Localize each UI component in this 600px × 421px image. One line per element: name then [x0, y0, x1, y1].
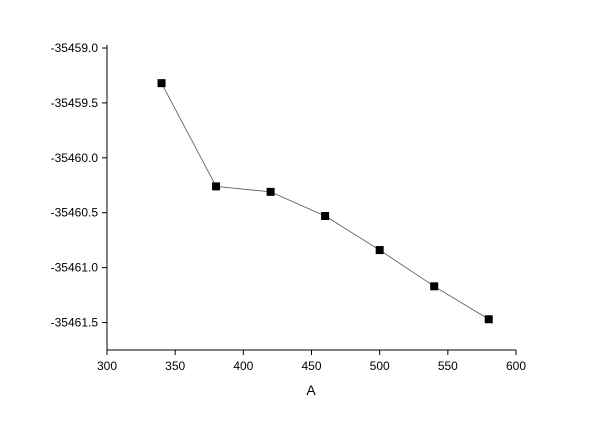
y-tick-label: -35459.5 [51, 96, 99, 110]
y-tick-label: -35461.0 [51, 261, 99, 275]
y-tick-label: -35461.5 [51, 316, 99, 330]
line [161, 82, 489, 320]
x-tick-label: 600 [506, 359, 526, 373]
y-tick-label: -35460.5 [51, 206, 99, 220]
marker [157, 79, 166, 88]
marker [266, 187, 275, 196]
x-tick-label: 550 [438, 359, 458, 373]
marker [212, 182, 221, 191]
x-tick-label: 400 [233, 359, 253, 373]
x-tick-label: 500 [370, 359, 390, 373]
y-tick-label: -35459.0 [51, 41, 99, 55]
marker [321, 212, 330, 221]
x-tick-label: 300 [97, 359, 117, 373]
marker [484, 315, 493, 324]
marker [430, 282, 439, 291]
x-tick-label: 450 [301, 359, 321, 373]
y-tick-label: -35460.0 [51, 151, 99, 165]
marker [375, 246, 384, 255]
x-tick-label: 350 [165, 359, 185, 373]
x-axis-label: A [306, 382, 316, 398]
